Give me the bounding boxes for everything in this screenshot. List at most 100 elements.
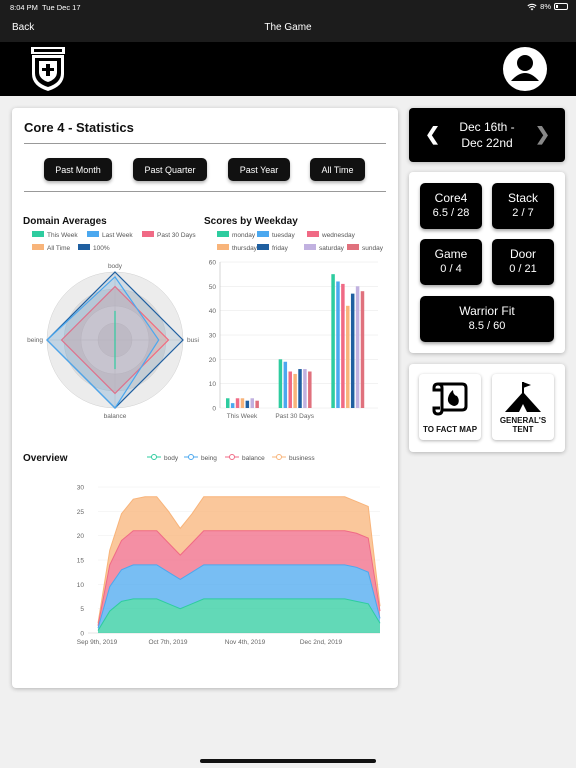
navigation-card: TO FACT MAP GENERAL'S TENT [409,364,565,452]
app-header [0,42,576,96]
bar-saturday [303,369,307,408]
tile-door[interactable]: Door 0 / 21 [492,239,554,285]
bar-saturday [250,398,254,408]
area-y-tick: 25 [77,509,85,516]
bar-legend-tuesday-label: tuesday [272,232,296,239]
bar-y-tick: 20 [209,357,217,364]
radar-axis-label-business: busi [187,337,199,344]
tile-core4[interactable]: Core4 6.5 / 28 [420,183,482,229]
range-past-quarter-button[interactable]: Past Quarter [133,158,207,181]
status-bar: 8:04 PM Tue Dec 17 8% [0,0,576,14]
status-date: Tue Dec 17 [42,3,81,12]
bar-y-tick: 0 [212,406,216,413]
bar-wednesday [341,283,345,408]
fact-map-label: TO FACT MAP [422,425,478,434]
bar-legend-sunday-swatch [347,244,359,250]
user-icon [511,55,539,81]
bar-legend-saturday-label: saturday [319,245,345,252]
area-y-tick: 30 [77,485,85,492]
statistics-card: Core 4 - Statistics Past Month Past Quar… [12,108,398,688]
range-past-month-button[interactable]: Past Month [44,158,112,181]
domain-averages-title: Domain Averages [23,216,107,227]
area-x-tick: Nov 4th, 2019 [225,639,266,646]
bar-y-tick: 60 [209,260,217,267]
tile-game[interactable]: Game 0 / 4 [420,239,482,285]
area-series-body-line [97,598,381,631]
range-all-time-button[interactable]: All Time [310,158,365,181]
tile-name: Game [434,247,468,261]
generals-tent-button[interactable]: GENERAL'S TENT [492,374,554,440]
fact-map-button[interactable]: TO FACT MAP [419,374,481,440]
charts-canvas: This Week Last Week Past 30 Days All Time 10… [27,231,384,646]
area-series-body [98,598,380,633]
area-legend-business-marker [276,454,282,460]
week-label: Dec 16th - Dec 22nd [459,120,515,150]
radar-axis-label-being: being [27,337,43,344]
bar-thursday [240,398,245,408]
area-series-being-line [97,564,381,629]
wifi-icon [527,3,537,10]
area-legend-body-marker [151,454,157,460]
tile-value: 8.5 / 60 [468,320,506,332]
crest-logo-icon [31,47,65,91]
bar-legend-saturday-swatch [304,244,316,250]
radar-legend-all-time-swatch [32,244,44,250]
bar-legend-thursday-label: thursday [232,245,258,252]
divider [24,191,386,192]
bar-legend-thursday-swatch [217,244,229,250]
bar-y-tick: 10 [209,381,217,388]
bar-friday [298,369,302,408]
bar-legend-friday-label: friday [272,245,289,252]
bar-legend-monday-label: monday [232,232,256,239]
divider [24,143,386,144]
area-x-tick: Oct 7th, 2019 [148,639,187,646]
navigation-bar: Back The Game [0,14,576,42]
bar-legend-sunday-label: sunday [362,245,384,252]
bar-x-tick: Past 30 Days [275,413,314,420]
bar-friday [245,400,250,408]
area-legend-business-label: business [289,455,315,462]
radar-series-last-week [46,275,160,409]
radar-legend-past-30-days-label: Past 30 Days [157,232,196,239]
radar-axis-label-body: body [108,263,123,270]
bar-monday [331,274,335,408]
bar-y-tick: 30 [209,333,217,340]
area-y-tick: 10 [77,582,85,589]
tile-value: 0 / 21 [509,263,537,275]
tile-value: 0 / 4 [440,263,462,275]
tile-stack[interactable]: Stack 2 / 7 [492,183,554,229]
bar-legend-tuesday-swatch [257,231,269,237]
bar-sunday [360,291,365,408]
bar-legend-friday-swatch [257,244,269,250]
range-past-year-button[interactable]: Past Year [228,158,290,181]
area-series-business [98,496,380,626]
radar-axis-label-balance: balance [104,413,127,420]
bar-legend-wednesday-label: wednesday [321,232,356,239]
bar-friday [350,293,355,408]
tile-value: 2 / 7 [512,207,534,219]
bar-thursday [346,305,350,408]
generals-tent-label: GENERAL'S TENT [499,416,547,434]
area-series-balance-line [97,530,381,626]
back-button[interactable]: Back [12,22,35,33]
area-legend-balance-label: balance [242,455,265,462]
bar-x-tick: This Week [227,413,258,420]
chevron-left-icon[interactable]: ❮ [425,124,441,144]
radar-legend-this-week-swatch [32,231,44,237]
area-x-tick: Dec 2nd, 2019 [300,639,343,646]
bar-wednesday [235,398,240,408]
scroll-fire-icon [432,382,468,416]
chevron-right-icon[interactable]: ❯ [535,124,551,144]
area-y-tick: 20 [77,533,85,540]
tile-warrior-fit[interactable]: Warrior Fit 8.5 / 60 [420,296,554,342]
page-title: Core 4 - Statistics [24,120,134,135]
tile-name: Warrior Fit [459,304,515,318]
battery-percent: 8% [540,2,551,11]
bar-sunday [255,400,259,408]
bar-saturday [355,286,360,408]
area-y-tick: 15 [77,558,85,565]
area-y-tick: 5 [80,606,84,613]
bar-tuesday [336,281,340,408]
bar-sunday [308,371,312,408]
profile-avatar-button[interactable] [503,47,547,91]
